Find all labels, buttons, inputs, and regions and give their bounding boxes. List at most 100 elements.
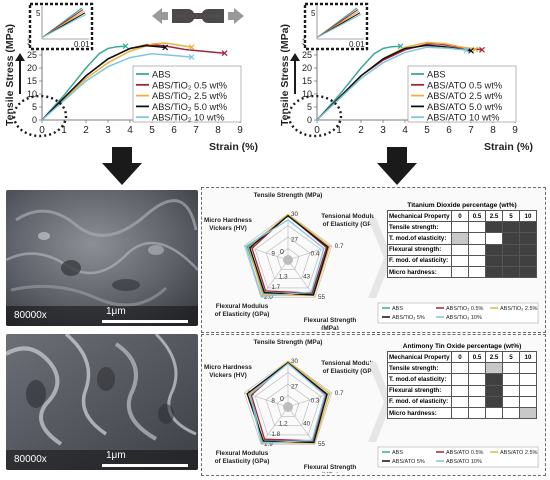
legend-entry: ABS/TiO₂ 10%	[446, 315, 482, 321]
shade-cell	[502, 243, 520, 256]
y-tick-label: 15	[302, 76, 312, 86]
zoom-arrow-head-icon	[290, 53, 300, 61]
inset-x-tick-label: 0.01	[349, 40, 365, 49]
shade-cell	[468, 395, 486, 408]
legend-entry: ABS/TiO₂ 5%	[392, 315, 425, 321]
shade-cell	[468, 221, 486, 234]
zoom-region-circle	[12, 94, 68, 138]
radar-axis-label: of Elasticity (GPa)	[215, 311, 270, 318]
property-header: Mechanical Property	[387, 350, 452, 364]
radar-axis-label: Micro Hardness	[204, 217, 252, 224]
tio2-stress-strain-chart: 0123456789051015202530Strain (%)Tensile …	[4, 2, 258, 153]
radar-spoke	[260, 406, 289, 445]
column-header: 5	[502, 209, 520, 223]
shade-cell	[519, 254, 537, 267]
property-label: T. mod.of elasticity:	[387, 373, 452, 386]
column-header: 0.5	[468, 209, 486, 223]
shade-cell	[519, 232, 537, 245]
fracture-point-marker	[162, 44, 169, 51]
y-tick-label: 20	[27, 63, 37, 73]
radar-axis-label: of Elasticity (GPa)	[215, 458, 270, 465]
shade-cell	[451, 395, 469, 408]
radar-grid-ring	[276, 248, 300, 270]
sem-image-ato: 80000x 1μm	[6, 334, 198, 470]
zoom-region-circle	[287, 94, 343, 138]
ato-property-table: Antimony Tin Oxide percentage (wt%) Mecha…	[387, 342, 537, 420]
column-header: 2.5	[485, 350, 503, 364]
shade-cell	[502, 362, 520, 375]
radar-tick-label: 2.0	[264, 294, 273, 301]
table-row: T. mod.of elasticity:	[387, 232, 537, 245]
radar-tick-label: 8	[271, 398, 275, 405]
down-arrow-right-icon	[377, 147, 417, 185]
radar-grid-ring	[243, 360, 333, 445]
legend-entry: ABS/ATO 5%	[392, 459, 425, 465]
fracture-point-marker	[463, 47, 470, 54]
y-tick-label: 20	[302, 63, 312, 73]
x-tick-label: 3	[105, 125, 111, 136]
radar-axis-label: Flexural Strength	[304, 317, 357, 324]
radar-axis-label: (MPa)	[321, 472, 338, 473]
x-tick-label: 6	[171, 125, 177, 136]
shade-cell	[485, 254, 503, 267]
shade-cell	[485, 362, 503, 375]
x-tick-label: 2	[358, 125, 364, 136]
legend-entry: ABS/ATO 2.5 wt%	[427, 91, 502, 101]
radar-tick-label: 43	[303, 274, 311, 281]
inset-x-tick-label: 0.01	[74, 40, 90, 49]
table-row: T. mod.of elasticity:	[387, 373, 537, 386]
radar-tick-label: 0.7	[335, 243, 344, 250]
ato-radar-legend: ABS ABS/ATO 0.5% ABS/ATO 2.5% ABS/ATO 5% ABS…	[377, 446, 539, 468]
table-row: Flexural strength:	[387, 243, 537, 256]
shade-cell	[519, 362, 537, 375]
shade-cell	[451, 406, 469, 420]
table-row: Tensile strength:	[387, 362, 537, 375]
radar-axis-label: Tensile Strength (MPa)	[254, 339, 323, 346]
y-tick-label: 15	[27, 76, 37, 86]
shade-cell	[468, 232, 486, 245]
column-header: 5	[502, 350, 520, 364]
x-tick-label: 8	[215, 125, 221, 136]
property-label: Micro hardness:	[387, 406, 452, 420]
tio2-radar-chart: 0 Tensile Strength (MPa) Tensional Modulus…	[204, 192, 374, 330]
shade-cell	[485, 373, 503, 386]
x-tick-label: 3	[380, 125, 386, 136]
legend-entry: ABS/ATO 2.5%	[500, 450, 538, 456]
shade-cell	[485, 232, 503, 245]
legend-entry: ABS/TiO₂ 0.5%	[446, 306, 483, 312]
shade-cell	[519, 373, 537, 386]
x-tick-label: 7	[468, 125, 474, 136]
radar-axis-label: of Elasticity (GPa)	[323, 221, 374, 228]
x-tick-label: 2	[83, 125, 89, 136]
y-tick-label: 5	[307, 102, 312, 112]
column-header: 0.5	[468, 350, 486, 364]
shade-cell	[485, 265, 503, 279]
y-tick-label: 10	[27, 89, 37, 99]
shade-cell	[519, 395, 537, 408]
x-tick-label: 9	[512, 125, 518, 136]
shade-cell	[485, 221, 503, 234]
y-tick-label: 0	[307, 115, 312, 125]
series-line	[316, 44, 472, 121]
x-tick-label: 0	[39, 125, 45, 136]
ato-radar-chart: 0 Tensile Strength (MPa) Tensional Modulus…	[204, 339, 374, 473]
legend-entry: ABS/TiO₂ 0.5 wt%	[152, 80, 227, 90]
shade-cell	[468, 265, 486, 279]
radar-tick-label: 0.4	[311, 251, 320, 258]
radar-axis-label: Tensional Modulus	[321, 213, 374, 220]
sem-scale-bar	[102, 320, 188, 323]
radar-tick-label: 30	[291, 211, 299, 218]
shade-cell	[519, 406, 537, 420]
property-label: Flexural strength:	[387, 243, 452, 256]
table-row: Tensile strength:	[387, 221, 537, 234]
fracture-point-marker	[221, 50, 228, 57]
down-arrow-left-icon	[102, 147, 142, 185]
radar-tick-label: 9	[271, 251, 275, 258]
sem-scale-label: 1μm	[106, 306, 126, 317]
column-header: 0	[451, 350, 469, 364]
radar-series-polygon	[251, 214, 328, 294]
series-line	[41, 44, 166, 121]
ato-stress-strain-chart: 0123456789051015202530Strain (%)Tensile …	[279, 2, 533, 153]
shade-cell	[485, 384, 503, 397]
